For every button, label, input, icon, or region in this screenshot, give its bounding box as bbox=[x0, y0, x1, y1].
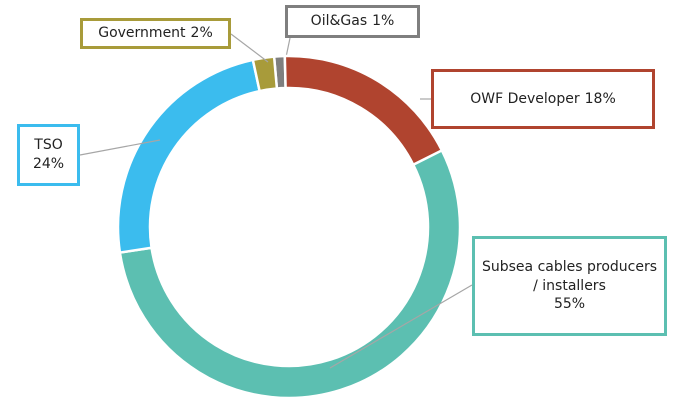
donut-slice bbox=[251, 55, 279, 93]
leader-line bbox=[329, 284, 473, 369]
category-label: Oil&Gas bbox=[310, 13, 368, 30]
donut-slice bbox=[118, 148, 462, 400]
value-label: 55% bbox=[553, 296, 586, 313]
category-label: OWF Developer bbox=[470, 90, 580, 107]
slice-label: Subsea cables producers / installers 55% bbox=[472, 236, 667, 336]
category-label: TSO bbox=[34, 137, 63, 154]
value-label: 2% bbox=[190, 25, 213, 42]
slice-label: Oil&Gas 1% bbox=[285, 5, 420, 38]
category-label: Subsea cables producers / installers bbox=[481, 258, 657, 294]
donut-slice bbox=[283, 54, 444, 167]
leader-line bbox=[79, 139, 161, 156]
value-label: 1% bbox=[372, 13, 395, 30]
slice-label: TSO 24% bbox=[17, 124, 80, 186]
value-label: 18% bbox=[584, 90, 616, 107]
slice-label: OWF Developer 18% bbox=[431, 69, 655, 129]
donut-slice bbox=[116, 58, 262, 254]
value-label: 24% bbox=[32, 156, 65, 172]
leader-line bbox=[230, 33, 269, 63]
category-label: Government bbox=[98, 25, 186, 42]
slice-label: Government 2% bbox=[80, 18, 231, 49]
